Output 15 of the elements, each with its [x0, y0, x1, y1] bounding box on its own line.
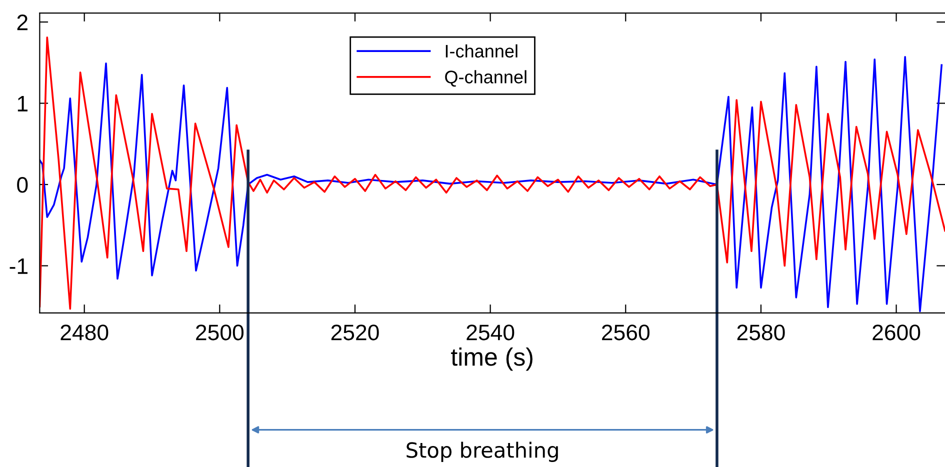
x-tick-label: 2540 — [466, 324, 514, 340]
x-tick-label: 2600 — [872, 324, 920, 340]
x-tick-label: 2520 — [331, 324, 379, 340]
text: Stop breathing — [406, 442, 558, 462]
y-tick-label: 0 — [17, 177, 28, 193]
y-tick-label: -1 — [10, 258, 28, 274]
legend-label: Q-channel — [445, 70, 526, 87]
legend-label: I-channel — [446, 44, 518, 58]
x-tick-label: 2500 — [196, 324, 244, 340]
x-axis-title: time (s) — [451, 347, 532, 371]
x-tick-label: 2480 — [60, 324, 108, 340]
x-tick-label: 2580 — [737, 324, 785, 340]
y-tick-label: 2 — [17, 14, 28, 30]
y-tick-label: 1 — [18, 96, 28, 112]
x-tick-label: 2560 — [602, 324, 650, 340]
